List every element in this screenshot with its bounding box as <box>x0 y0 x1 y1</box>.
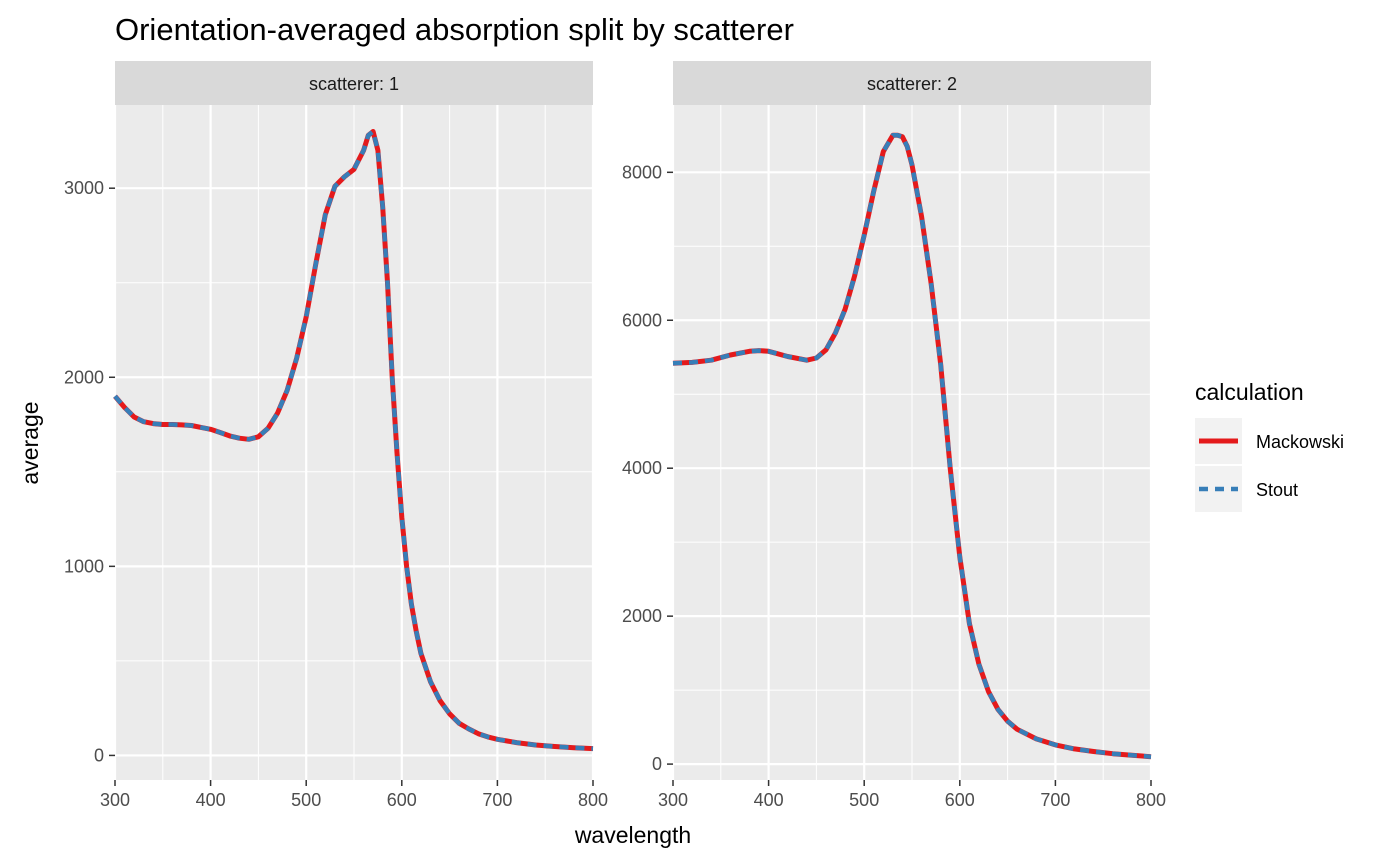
strip-bg <box>115 61 593 105</box>
y-tick-label: 8000 <box>622 162 662 182</box>
series-line-mackowski <box>113 129 594 752</box>
x-tick-label: 700 <box>1040 790 1070 810</box>
strip-label: scatterer: 1 <box>309 74 399 94</box>
x-tick-label: 300 <box>658 790 688 810</box>
strip-label: scatterer: 2 <box>867 74 957 94</box>
legend-label: Mackowski <box>1256 432 1344 452</box>
series-line-stout <box>672 133 1152 759</box>
x-tick-label: 800 <box>578 790 608 810</box>
y-tick-label: 0 <box>652 754 662 774</box>
x-tick-label: 400 <box>754 790 784 810</box>
y-tick-label: 0 <box>94 745 104 765</box>
legend-label: Stout <box>1256 480 1298 500</box>
legend: calculation Mackowski Stout <box>1195 379 1344 512</box>
panel-1: scatterer: 1 300 400 500 600 700 800 0 1000 2000 3… <box>64 61 608 810</box>
x-tick-label: 300 <box>100 790 130 810</box>
x-tick-label: 400 <box>196 790 226 810</box>
y-tick-label: 1000 <box>64 556 104 576</box>
x-tick-label: 700 <box>482 790 512 810</box>
strip-bg <box>673 61 1151 105</box>
y-tick-label: 4000 <box>622 458 662 478</box>
x-tick-label: 600 <box>387 790 417 810</box>
y-tick-label: 6000 <box>622 310 662 330</box>
x-tick-label: 500 <box>849 790 879 810</box>
x-tick-label: 600 <box>945 790 975 810</box>
y-tick-label: 2000 <box>64 367 104 387</box>
x-tick-label: 500 <box>291 790 321 810</box>
y-axis-title: average <box>17 401 43 484</box>
chart-title: Orientation-averaged absorption split by… <box>115 12 794 47</box>
y-tick-label: 3000 <box>64 178 104 198</box>
x-axis-title: wavelength <box>574 822 691 848</box>
x-tick-label: 800 <box>1136 790 1166 810</box>
legend-title: calculation <box>1195 379 1304 405</box>
y-tick-label: 2000 <box>622 606 662 626</box>
